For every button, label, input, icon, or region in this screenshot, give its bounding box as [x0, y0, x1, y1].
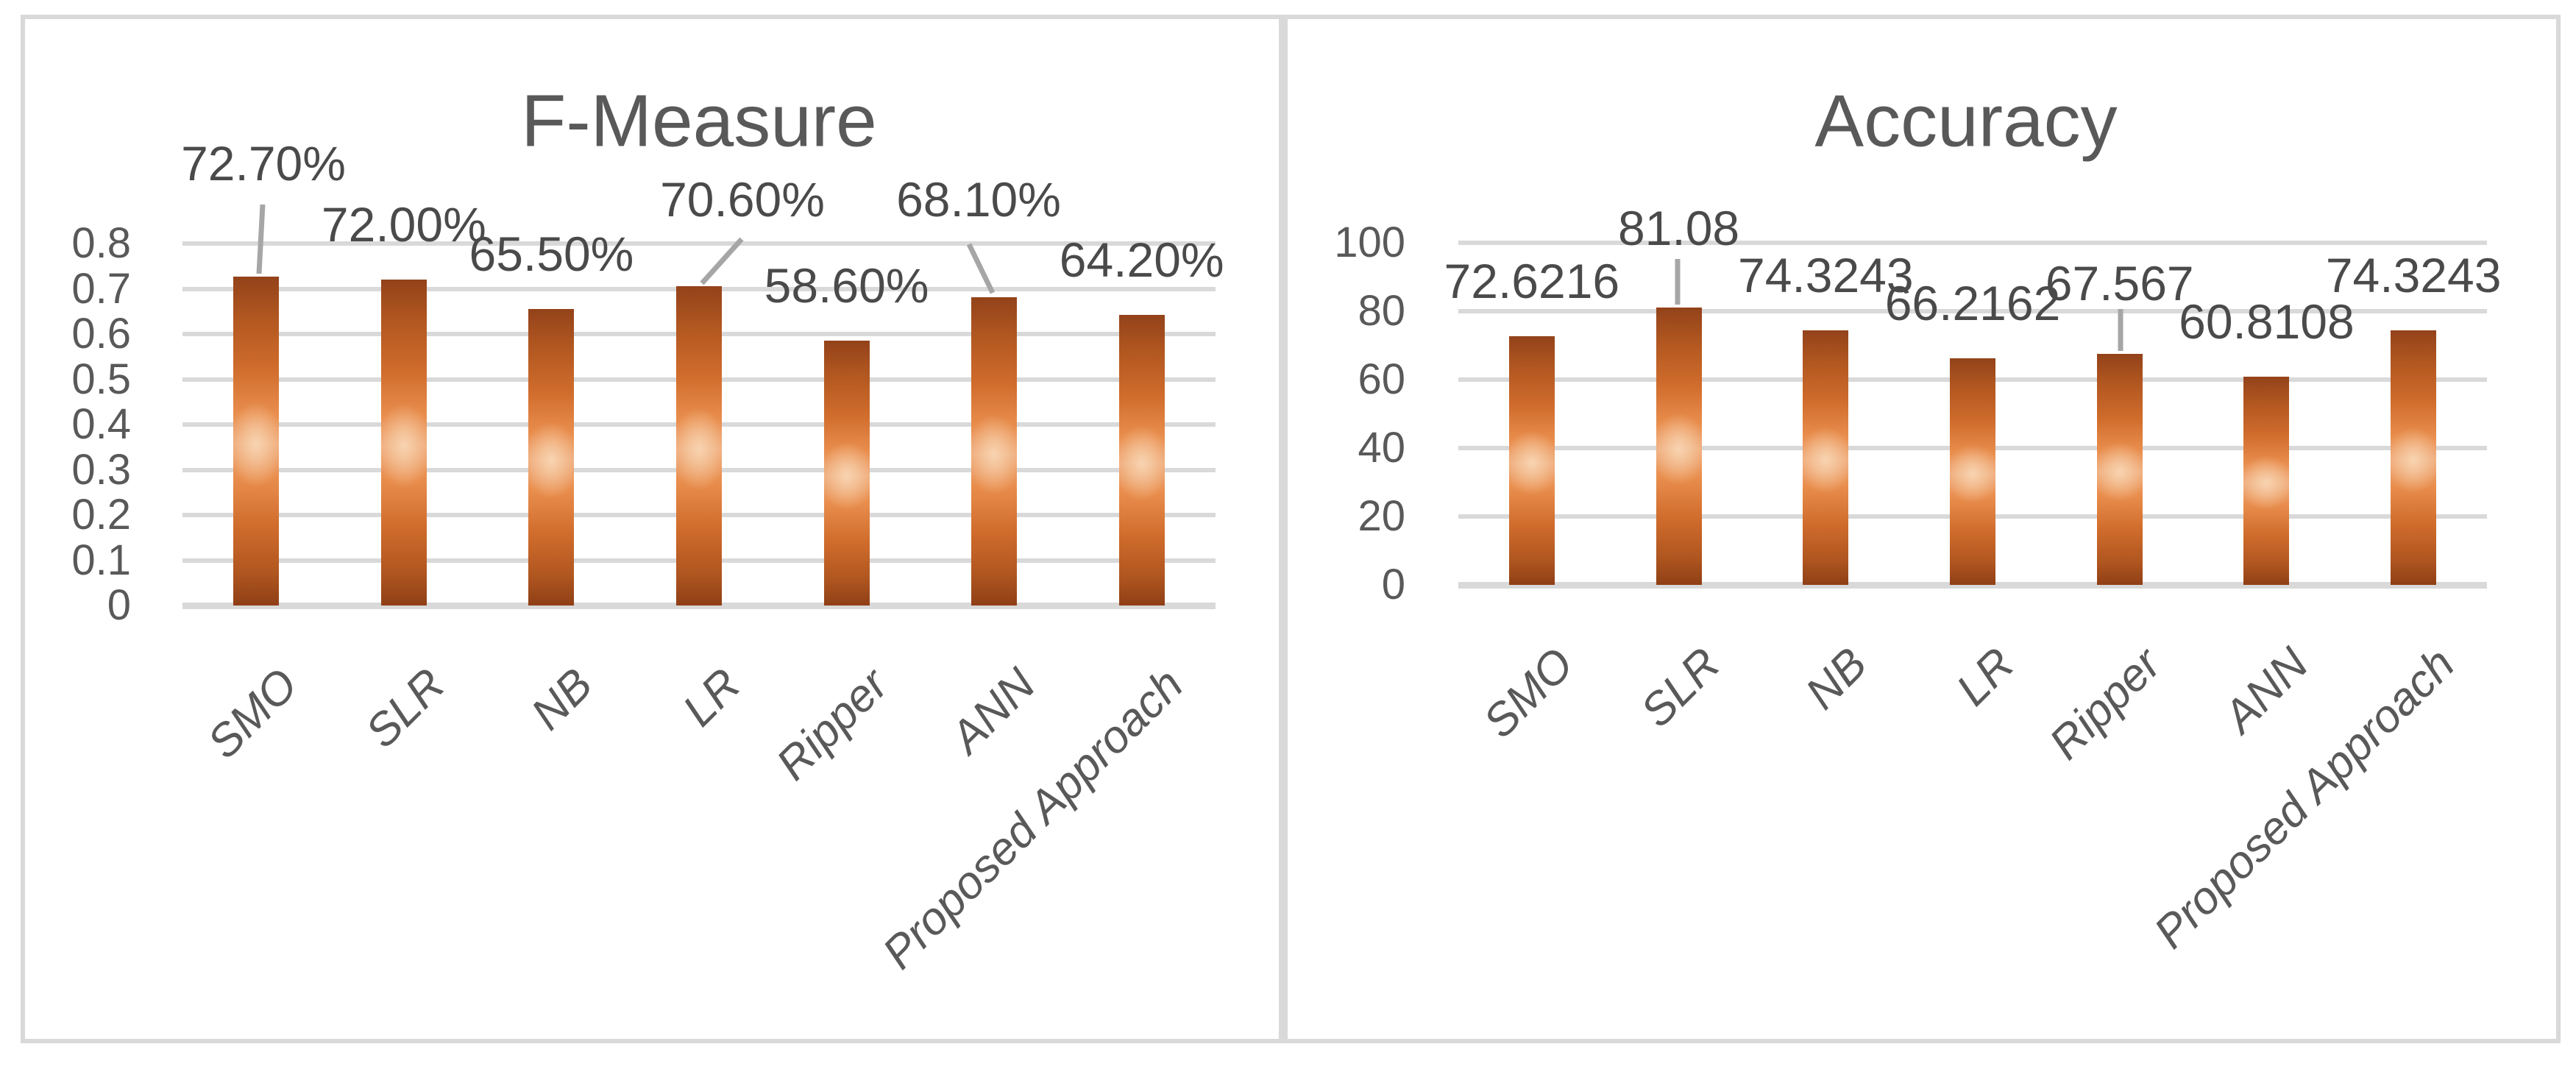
bar-slr: [1656, 307, 1702, 585]
y-axis-tick-label: 0: [1381, 561, 1405, 608]
y-axis-tick-label: 60: [1358, 355, 1405, 403]
y-axis-tick-label: 100: [1334, 219, 1405, 266]
bar-ripper: [2096, 353, 2143, 585]
data-label: 72.70%: [181, 136, 346, 191]
y-axis-tick-label: 80: [1358, 287, 1405, 335]
y-axis-tick-label: 0: [107, 581, 131, 629]
category-label: SMO: [1443, 638, 1583, 748]
category-label: NB: [1777, 638, 1877, 720]
accuracy-chart-panel: [1283, 15, 2561, 1043]
bar-nb: [1803, 330, 1849, 585]
bar-slr: [380, 280, 427, 605]
bar-lr: [676, 285, 722, 605]
y-axis-tick-label: 0.2: [71, 491, 131, 539]
bar-lr: [1950, 358, 1995, 585]
category-label: SMO: [167, 658, 308, 769]
category-label: LR: [656, 658, 751, 736]
data-label: 81.08: [1617, 201, 1740, 255]
data-label: 70.60%: [660, 172, 825, 227]
bar-smo: [233, 276, 280, 605]
data-label: 68.10%: [896, 172, 1061, 227]
y-axis-tick-label: 0.1: [71, 536, 131, 584]
category-label: Proposed Approach: [2026, 638, 2465, 959]
y-axis-tick-label: 0.8: [71, 219, 131, 267]
bar-smo: [1508, 336, 1555, 585]
bar-ann: [2243, 377, 2290, 585]
data-label: 74.3243: [1737, 248, 1914, 303]
data-label: 72.00%: [321, 197, 486, 252]
x-axis-line: [182, 603, 1216, 609]
data-label: 60.8108: [2179, 294, 2355, 349]
x-axis-line: [1458, 582, 2487, 589]
y-axis-tick-label: 20: [1358, 492, 1405, 540]
data-label: 66.2162: [1884, 276, 2061, 331]
data-label: 64.20%: [1059, 232, 1224, 288]
data-label: 65.50%: [469, 227, 634, 282]
data-label: 74.3243: [2325, 248, 2502, 303]
bar-ann: [971, 297, 1018, 605]
y-axis-tick-label: 0.4: [71, 400, 131, 448]
category-label: Proposed Approach: [755, 658, 1193, 979]
category-label: NB: [503, 658, 603, 740]
bar-proposed-approach: [2391, 330, 2437, 585]
accuracy-chart-title: Accuracy: [1814, 79, 2118, 163]
data-label: 67.567: [2045, 256, 2194, 310]
y-axis-tick-label: 40: [1358, 424, 1405, 472]
y-axis-tick-label: 0.5: [71, 355, 131, 403]
bar-proposed-approach: [1118, 315, 1165, 605]
category-label: SLR: [1605, 638, 1730, 737]
y-gridline: [1458, 309, 2487, 313]
data-label: 72.6216: [1444, 254, 1620, 309]
fmeasure-chart-panel: [21, 15, 1283, 1043]
bar-nb: [528, 309, 575, 605]
y-gridline: [1458, 241, 2487, 245]
fmeasure-chart-title: F-Measure: [521, 79, 877, 163]
y-axis-tick-label: 0.3: [71, 445, 131, 494]
data-label: 58.60%: [764, 258, 929, 313]
y-gridline: [182, 241, 1216, 246]
category-label: LR: [1929, 638, 2024, 716]
category-label: SLR: [330, 658, 455, 758]
y-axis-tick-label: 0.6: [71, 310, 131, 358]
y-axis-tick-label: 0.7: [71, 264, 131, 313]
bar-ripper: [823, 340, 870, 605]
